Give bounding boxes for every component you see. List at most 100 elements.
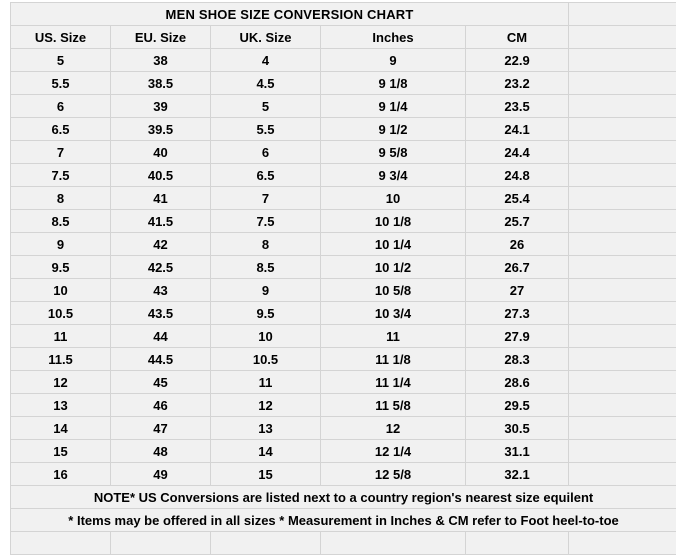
cell-uk-size: 4.5 [211,72,321,95]
cell-cm: 30.5 [466,417,569,440]
cell-uk-size: 13 [211,417,321,440]
empty-cell [569,95,676,118]
cell-uk-size: 12 [211,394,321,417]
cell-us-size: 15 [11,440,111,463]
cell-eu-size: 43.5 [111,302,211,325]
cell-inches: 11 [321,325,466,348]
cell-uk-size: 9 [211,279,321,302]
cell-uk-size: 14 [211,440,321,463]
cell-cm: 31.1 [466,440,569,463]
cell-inches: 10 1/8 [321,210,466,233]
empty-cell [569,164,676,187]
cell-cm: 23.2 [466,72,569,95]
cell-cm: 27.9 [466,325,569,348]
note-secondary: * Items may be offered in all sizes * Me… [11,509,676,532]
cell-inches: 9 5/8 [321,141,466,164]
empty-cell [466,532,569,555]
empty-cell [321,532,466,555]
cell-cm: 25.4 [466,187,569,210]
cell-uk-size: 6 [211,141,321,164]
cell-uk-size: 7.5 [211,210,321,233]
cell-inches: 9 1/8 [321,72,466,95]
cell-uk-size: 9.5 [211,302,321,325]
column-header-us-size: US. Size [11,26,111,49]
cell-us-size: 9.5 [11,256,111,279]
note-row-2: * Items may be offered in all sizes * Me… [11,509,676,532]
empty-cell [569,210,676,233]
cell-uk-size: 8.5 [211,256,321,279]
cell-inches: 9 [321,49,466,72]
cell-inches: 9 1/2 [321,118,466,141]
cell-cm: 24.4 [466,141,569,164]
cell-eu-size: 44 [111,325,211,348]
empty-cell [569,417,676,440]
cell-inches: 11 1/4 [321,371,466,394]
cell-eu-size: 39 [111,95,211,118]
empty-cell [569,371,676,394]
cell-inches: 9 3/4 [321,164,466,187]
cell-inches: 10 3/4 [321,302,466,325]
cell-cm: 25.7 [466,210,569,233]
cell-cm: 27 [466,279,569,302]
empty-cell [569,141,676,164]
cell-eu-size: 42.5 [111,256,211,279]
cell-us-size: 11.5 [11,348,111,371]
cell-us-size: 7.5 [11,164,111,187]
empty-cell [569,532,676,555]
cell-uk-size: 7 [211,187,321,210]
cell-us-size: 10.5 [11,302,111,325]
cell-eu-size: 39.5 [111,118,211,141]
note-primary: NOTE* US Conversions are listed next to … [11,486,676,509]
partial-empty-row [11,532,676,555]
cell-inches: 10 5/8 [321,279,466,302]
cell-uk-size: 15 [211,463,321,486]
cell-cm: 26.7 [466,256,569,279]
spreadsheet-canvas: MEN SHOE SIZE CONVERSION CHART US. Size … [0,0,676,543]
cell-cm: 26 [466,233,569,256]
cell-eu-size: 46 [111,394,211,417]
cell-us-size: 11 [11,325,111,348]
cell-us-size: 6.5 [11,118,111,141]
cell-us-size: 14 [11,417,111,440]
cell-inches: 12 1/4 [321,440,466,463]
empty-cell [569,279,676,302]
cell-uk-size: 8 [211,233,321,256]
cell-uk-size: 10 [211,325,321,348]
cell-inches: 10 [321,187,466,210]
cell-inches: 12 5/8 [321,463,466,486]
cell-eu-size: 41.5 [111,210,211,233]
column-header-uk-size: UK. Size [211,26,321,49]
cell-eu-size: 38 [111,49,211,72]
empty-cell [569,463,676,486]
cell-inches: 12 [321,417,466,440]
cell-eu-size: 48 [111,440,211,463]
cell-uk-size: 5.5 [211,118,321,141]
cell-eu-size: 43 [111,279,211,302]
cell-inches: 10 1/2 [321,256,466,279]
cell-uk-size: 10.5 [211,348,321,371]
cell-uk-size: 4 [211,49,321,72]
cell-us-size: 13 [11,394,111,417]
empty-cell [111,532,211,555]
cell-eu-size: 38.5 [111,72,211,95]
empty-cell [569,348,676,371]
cell-uk-size: 6.5 [211,164,321,187]
table-body: MEN SHOE SIZE CONVERSION CHART US. Size … [11,3,676,555]
cell-uk-size: 5 [211,95,321,118]
empty-cell [569,440,676,463]
header-row: US. Size EU. Size UK. Size Inches CM [11,26,676,49]
column-header-inches: Inches [321,26,466,49]
